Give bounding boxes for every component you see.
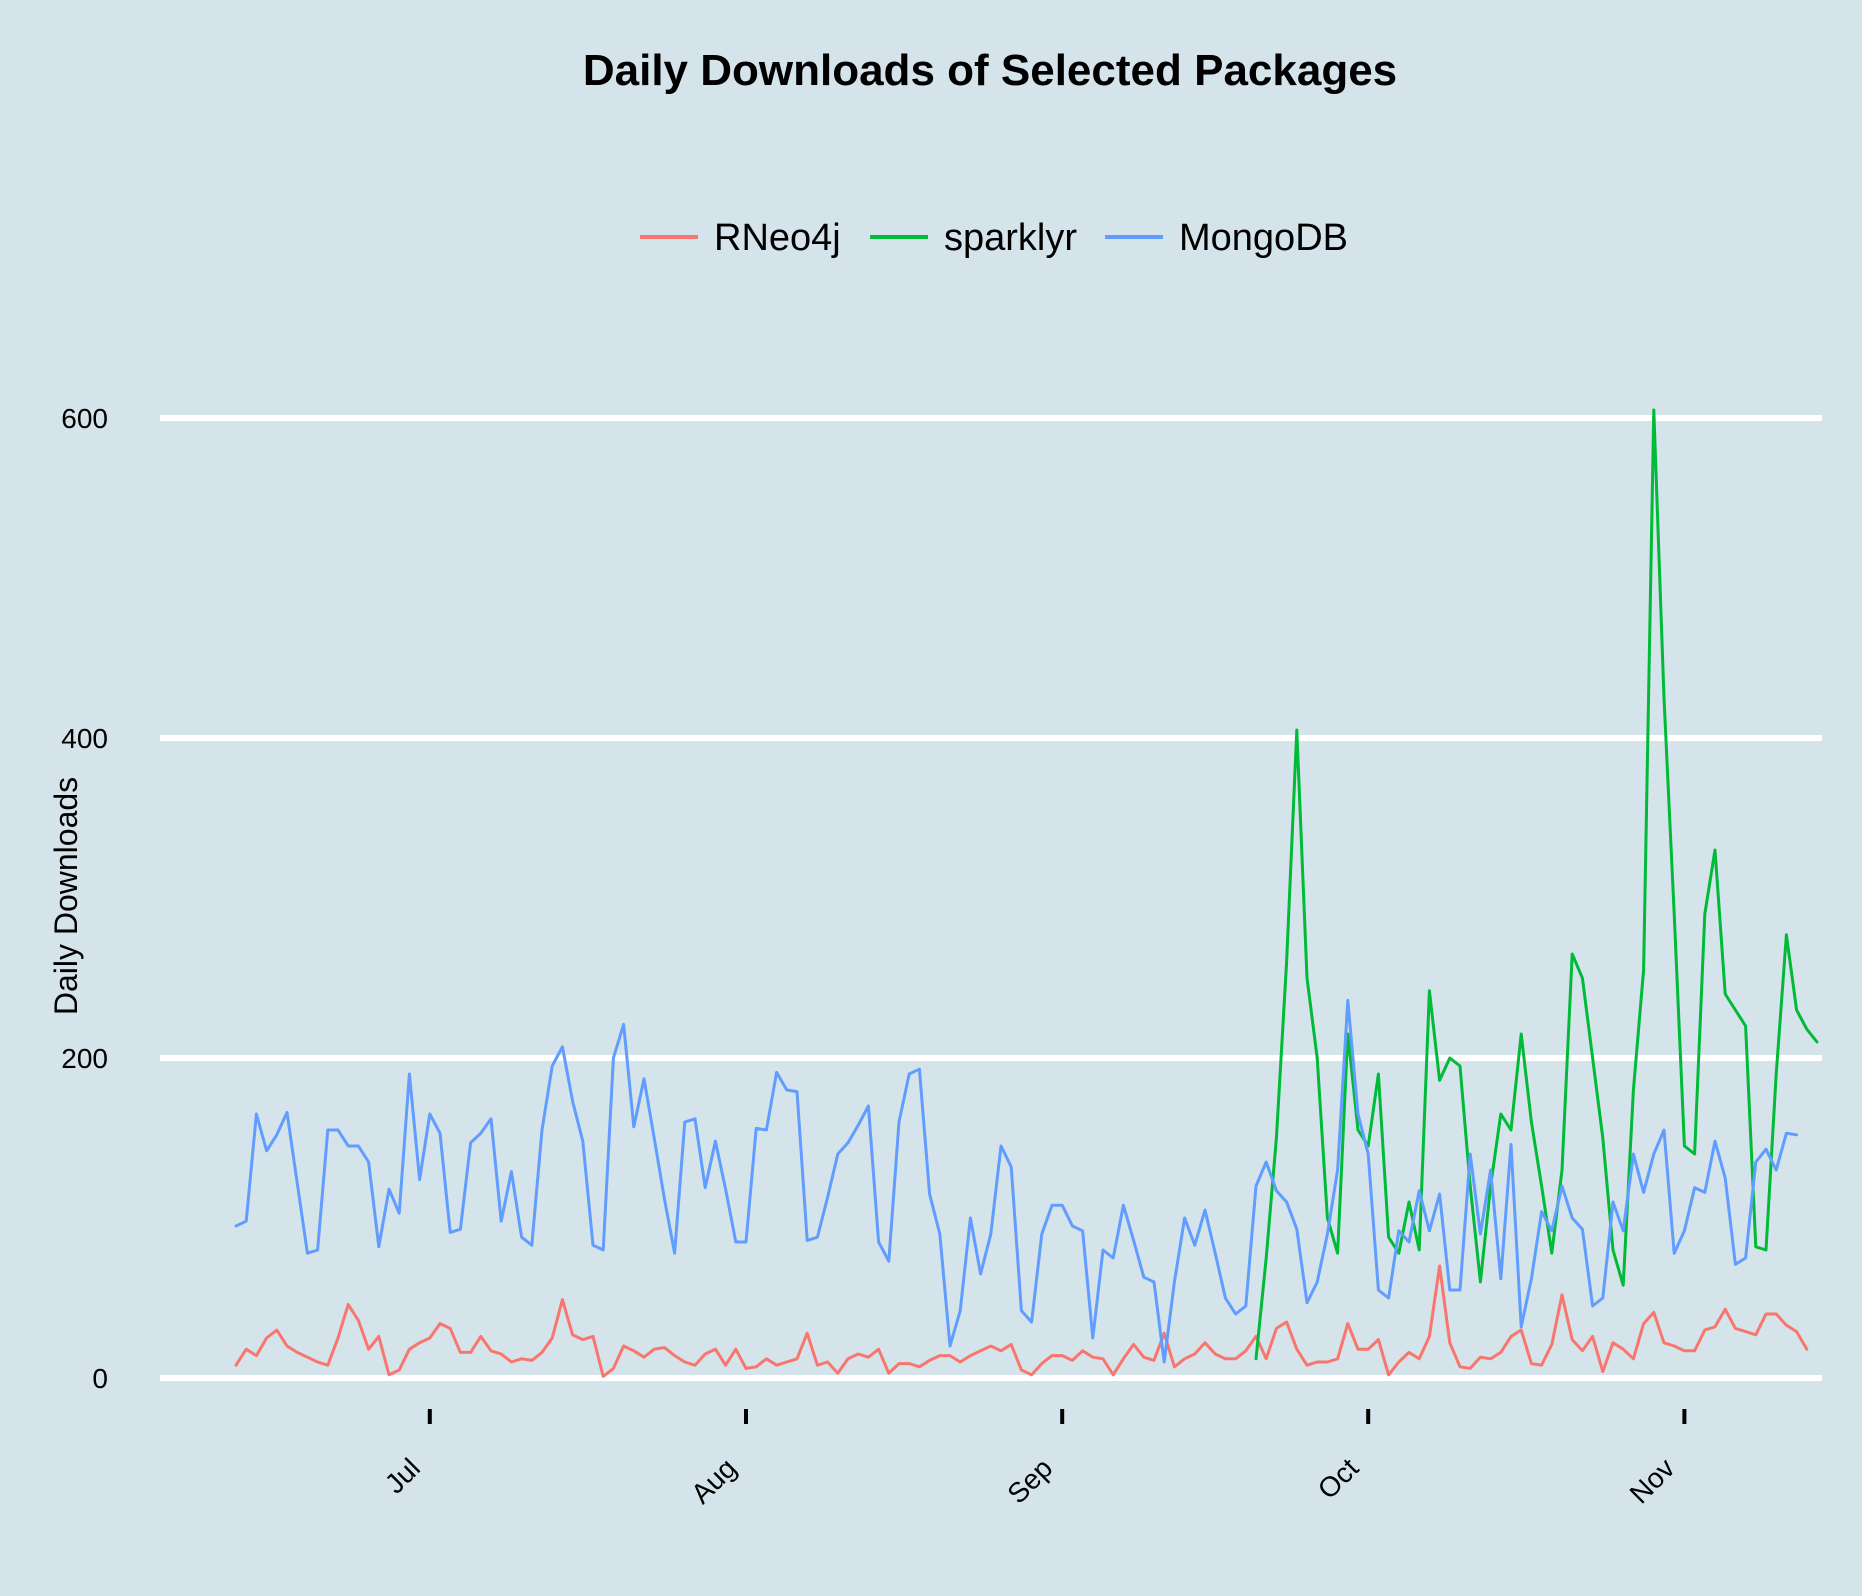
- series-line-mongodb: [234, 998, 1799, 1364]
- y-axis-label: Daily Downloads: [48, 777, 84, 1015]
- legend-label-sparklyr: sparklyr: [944, 217, 1077, 259]
- y-tick-label: 400: [61, 723, 108, 754]
- x-tick-label: Oct: [1312, 1452, 1365, 1505]
- x-axis-ticks: Jul Aug Sep Oct Nov: [379, 1409, 1687, 1509]
- series-layer: [234, 408, 1819, 1378]
- series-line-sparklyr: [1254, 408, 1819, 1361]
- x-tick-label: Sep: [1001, 1452, 1058, 1509]
- legend: RNeo4j sparklyr MongoDB: [640, 217, 1348, 259]
- y-tick-label: 600: [61, 403, 108, 434]
- chart-title: Daily Downloads of Selected Packages: [583, 46, 1397, 95]
- x-tick-label: Nov: [1624, 1452, 1681, 1509]
- x-tick-label: Jul: [379, 1452, 426, 1499]
- x-tick-label: Aug: [685, 1452, 742, 1509]
- y-axis-ticks: 0 200 400 600: [61, 403, 108, 1394]
- legend-label-mongodb: MongoDB: [1179, 217, 1348, 259]
- y-tick-label: 200: [61, 1043, 108, 1074]
- y-tick-label: 0: [92, 1363, 108, 1394]
- legend-label-rneo4j: RNeo4j: [714, 217, 841, 259]
- series-line-rneo4j: [234, 1264, 1809, 1378]
- gridlines: [160, 415, 1822, 1381]
